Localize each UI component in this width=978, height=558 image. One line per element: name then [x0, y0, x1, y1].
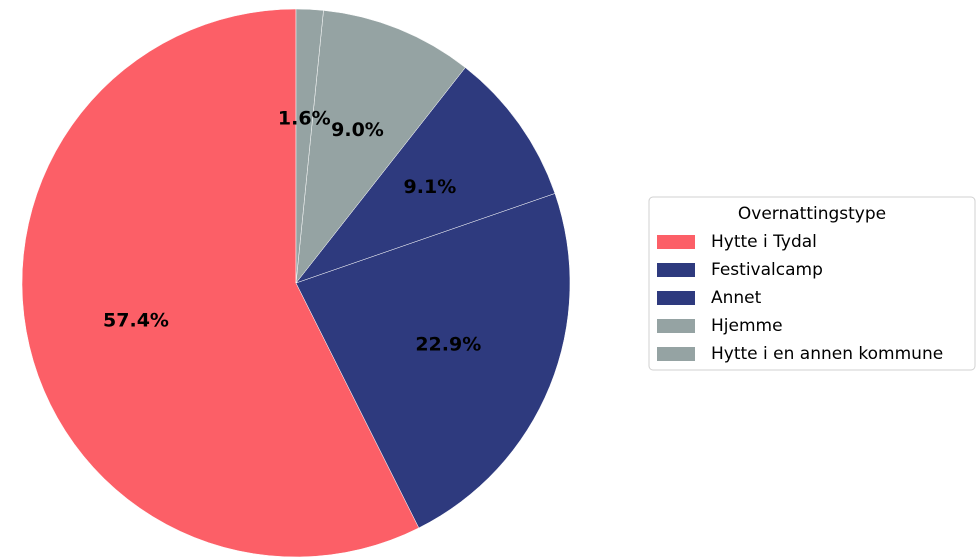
legend-swatch — [657, 263, 695, 277]
data-label: 9.0% — [331, 119, 384, 141]
legend-box — [648, 196, 976, 371]
legend-title: Overnattingstype — [738, 204, 886, 224]
legend-label: Festivalcamp — [711, 260, 823, 280]
legend-label: Hytte i en annen kommune — [711, 344, 943, 364]
legend-label: Hytte i Tydal — [711, 232, 817, 252]
pie-slice — [21, 8, 420, 558]
pie-slice — [295, 193, 571, 529]
data-label: 57.4% — [103, 309, 169, 331]
data-label: 9.1% — [404, 176, 457, 198]
legend-label: Hjemme — [711, 316, 783, 336]
data-label: 22.9% — [415, 333, 481, 355]
pie-slice — [295, 10, 466, 284]
legend-swatch — [657, 319, 695, 333]
legend-swatch — [657, 291, 695, 305]
pie-slice — [295, 8, 324, 284]
legend-label: Annet — [711, 288, 762, 308]
legend-swatch — [657, 347, 695, 361]
data-label: 1.6% — [278, 107, 331, 129]
legend-swatch — [657, 235, 695, 249]
pie-slice — [295, 67, 556, 284]
